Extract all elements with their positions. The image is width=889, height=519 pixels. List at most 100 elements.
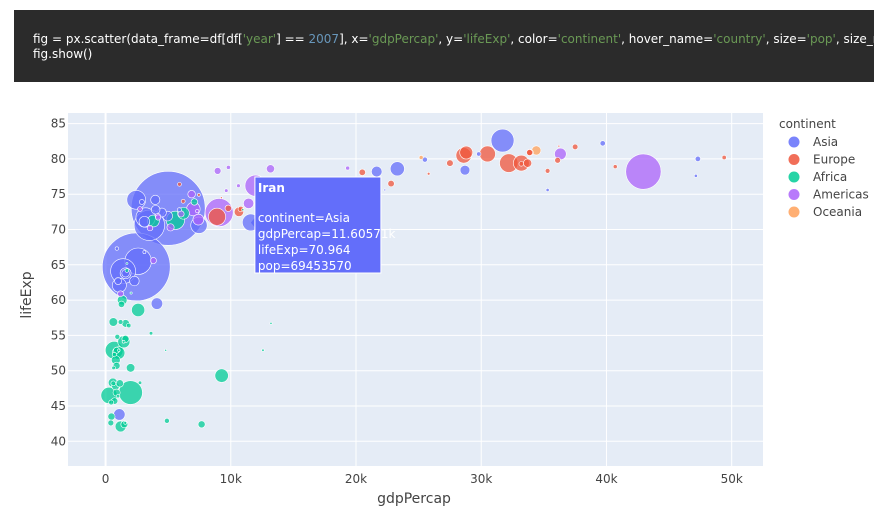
data-point[interactable] <box>137 380 143 385</box>
data-point[interactable] <box>694 155 701 162</box>
data-point[interactable] <box>187 190 196 199</box>
data-point[interactable] <box>139 199 145 205</box>
data-point[interactable] <box>197 420 206 429</box>
data-point[interactable] <box>383 188 387 192</box>
data-point[interactable] <box>446 159 454 167</box>
data-point[interactable] <box>107 419 115 427</box>
data-point[interactable] <box>108 399 114 406</box>
data-point[interactable] <box>150 297 163 310</box>
data-point[interactable] <box>117 300 125 308</box>
data-point[interactable] <box>116 394 121 399</box>
data-point[interactable] <box>387 180 395 188</box>
data-point[interactable] <box>123 421 127 425</box>
data-point[interactable] <box>108 317 118 327</box>
data-point[interactable] <box>459 145 473 160</box>
data-point[interactable] <box>121 339 126 344</box>
data-point[interactable] <box>220 196 223 200</box>
code-token: 'pop' <box>806 32 836 46</box>
data-point[interactable] <box>195 209 200 214</box>
data-point[interactable] <box>190 198 198 206</box>
data-point[interactable] <box>345 165 350 171</box>
data-point[interactable] <box>129 275 140 287</box>
data-point[interactable] <box>269 321 273 325</box>
data-point[interactable] <box>224 188 229 193</box>
data-point[interactable] <box>177 207 182 213</box>
data-point[interactable] <box>138 216 151 228</box>
data-point[interactable] <box>150 194 161 205</box>
data-point[interactable] <box>243 197 255 209</box>
data-point[interactable] <box>146 224 154 232</box>
data-point[interactable] <box>241 208 245 212</box>
data-point[interactable] <box>476 151 482 157</box>
data-point[interactable] <box>459 164 471 176</box>
data-point[interactable] <box>124 268 130 273</box>
data-point[interactable] <box>114 333 121 340</box>
data-point[interactable] <box>126 363 136 373</box>
data-point[interactable] <box>479 145 496 163</box>
data-point[interactable] <box>164 348 168 352</box>
data-point[interactable] <box>422 156 428 163</box>
data-point[interactable] <box>164 417 170 424</box>
legend-title: continent <box>779 117 836 131</box>
data-point[interactable] <box>389 161 405 177</box>
data-point[interactable] <box>117 290 124 298</box>
data-point[interactable] <box>599 140 606 147</box>
data-point[interactable] <box>214 368 229 383</box>
data-point[interactable] <box>113 408 126 421</box>
data-point[interactable] <box>545 188 550 192</box>
data-point[interactable] <box>192 213 205 226</box>
code-token: , size_max= <box>835 32 889 46</box>
data-point[interactable] <box>518 161 524 167</box>
data-point[interactable] <box>117 319 124 325</box>
code-cell[interactable]: fig = px.scatter(data_frame=df[df['year'… <box>14 10 889 82</box>
data-point[interactable] <box>544 168 551 174</box>
data-point[interactable] <box>490 128 515 153</box>
data-point[interactable] <box>572 143 579 150</box>
data-point[interactable] <box>137 206 143 212</box>
data-point[interactable] <box>358 168 366 176</box>
data-point[interactable] <box>236 183 241 188</box>
data-point[interactable] <box>111 365 116 370</box>
data-point[interactable] <box>142 250 147 254</box>
data-point[interactable] <box>166 223 175 232</box>
data-point[interactable] <box>110 380 117 387</box>
data-point[interactable] <box>557 144 561 148</box>
data-point[interactable] <box>177 182 182 187</box>
data-point[interactable] <box>213 167 222 175</box>
data-point[interactable] <box>612 164 618 170</box>
data-point[interactable] <box>126 322 132 329</box>
data-point[interactable] <box>371 165 383 178</box>
data-point[interactable] <box>693 173 698 178</box>
code-token: , hover_name= <box>621 32 714 46</box>
data-point[interactable] <box>418 155 424 160</box>
data-point[interactable] <box>180 198 186 204</box>
data-point[interactable] <box>129 291 133 295</box>
data-point[interactable] <box>266 164 275 174</box>
data-point[interactable] <box>526 149 533 156</box>
data-point[interactable] <box>155 214 162 221</box>
data-point[interactable] <box>426 171 431 176</box>
data-point[interactable] <box>114 277 122 285</box>
code-token: 'gdpPercap' <box>368 32 439 46</box>
data-point[interactable] <box>117 348 121 352</box>
data-point[interactable] <box>131 303 146 317</box>
data-point[interactable] <box>150 257 157 264</box>
data-point[interactable] <box>125 262 129 265</box>
data-point[interactable] <box>150 205 161 215</box>
data-point[interactable] <box>224 204 232 212</box>
data-point[interactable] <box>107 412 116 421</box>
data-point[interactable] <box>523 158 533 168</box>
data-point[interactable] <box>721 154 727 160</box>
data-point[interactable] <box>625 153 662 190</box>
data-point[interactable] <box>197 193 201 197</box>
data-point[interactable] <box>115 379 124 388</box>
data-point[interactable] <box>111 352 117 357</box>
data-point[interactable] <box>208 207 226 226</box>
data-point[interactable] <box>114 246 119 251</box>
data-point[interactable] <box>148 331 154 336</box>
data-point[interactable] <box>261 348 265 352</box>
data-point[interactable] <box>226 164 231 170</box>
data-point[interactable] <box>554 157 561 164</box>
legend[interactable]: continent Asia Europe Africa Americas Oceani… <box>779 117 869 219</box>
